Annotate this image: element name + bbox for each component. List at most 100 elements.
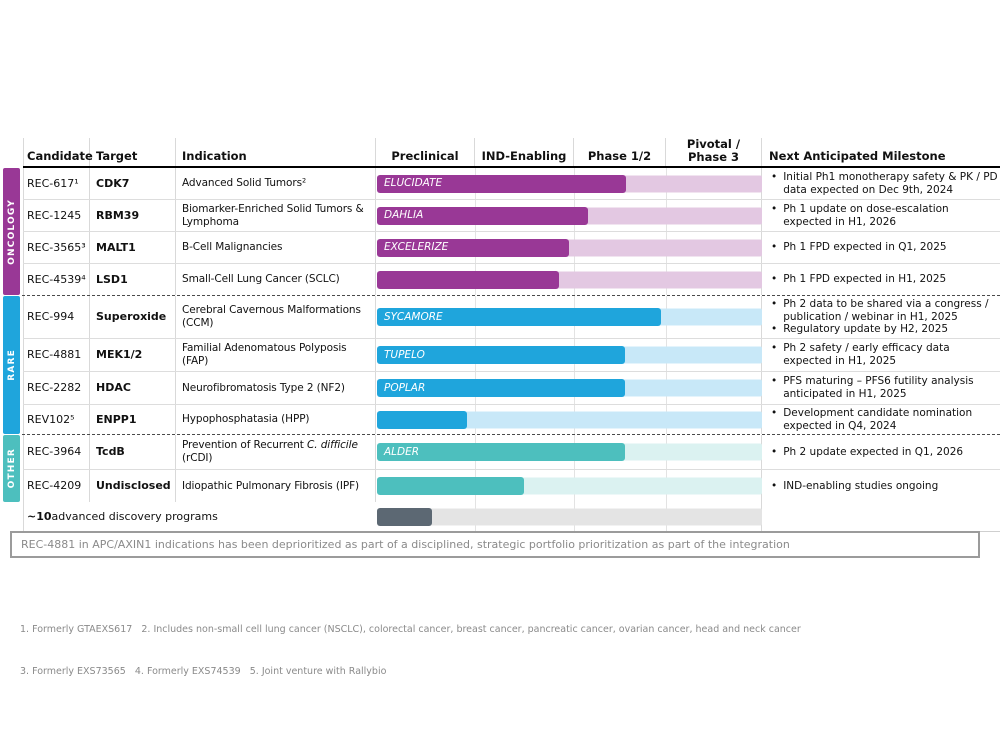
target-cell: Superoxide bbox=[90, 296, 176, 338]
target-cell: TcdB bbox=[90, 435, 176, 469]
note-box: REC-4881 in APC/AXIN1 indications has be… bbox=[10, 531, 980, 558]
footnote-line: 1. Formerly GTAEXS617 2. Includes non-sm… bbox=[20, 623, 801, 635]
candidate-cell: REC-617¹ bbox=[23, 168, 90, 199]
indication-cell: Hypophosphatasia (HPP) bbox=[176, 405, 376, 434]
section-divider-dashed bbox=[22, 434, 1000, 435]
target-cell: ENPP1 bbox=[90, 405, 176, 434]
column-header-milestone: Next Anticipated Milestone bbox=[769, 149, 946, 163]
target-cell: MALT1 bbox=[90, 232, 176, 263]
section-other: OTHER REC-3964 TcdB Prevention of Recurr… bbox=[3, 435, 1000, 502]
pipeline-table: Candidate Target Indication Preclinical … bbox=[3, 138, 1000, 532]
section-oncology: ONCOLOGY REC-617¹ CDK7 Advanced Solid Tu… bbox=[3, 168, 1000, 295]
milestone-item: Regulatory update by H2, 2025 bbox=[769, 323, 998, 336]
target-cell: MEK1/2 bbox=[90, 339, 176, 371]
program-bar: ALDER bbox=[377, 443, 625, 461]
target-cell: Undisclosed bbox=[90, 470, 176, 502]
section-tab-oncology: ONCOLOGY bbox=[3, 168, 20, 295]
stage-track bbox=[377, 411, 762, 428]
milestone-item: Development candidate nomination expecte… bbox=[769, 407, 998, 432]
section-rows-other: REC-3964 TcdB Prevention of Recurrent C.… bbox=[23, 435, 1000, 502]
candidate-cell: REC-4539⁴ bbox=[23, 264, 90, 295]
program-bar bbox=[377, 507, 432, 526]
candidate-cell: REC-2282 bbox=[23, 372, 90, 404]
candidate-cell: REC-4209 bbox=[23, 470, 90, 502]
program-bar: SYCAMORE bbox=[377, 308, 661, 326]
table-row: REC-4539⁴ LSD1 Small-Cell Lung Cancer (S… bbox=[23, 264, 1000, 295]
section-rare: RARE REC-994 Superoxide Cerebral Caverno… bbox=[3, 296, 1000, 434]
milestone-item: Ph 1 FPD expected in Q1, 2025 bbox=[769, 241, 998, 254]
indication-cell: Advanced Solid Tumors² bbox=[176, 168, 376, 199]
discovery-row: ~10 advanced discovery programs bbox=[23, 502, 1000, 532]
section-rows-oncology: REC-617¹ CDK7 Advanced Solid Tumors² ELU… bbox=[23, 168, 1000, 295]
stage-cell: TUPELO bbox=[376, 339, 762, 371]
stage-cell bbox=[376, 470, 762, 502]
program-bar bbox=[377, 270, 559, 289]
target-cell: RBM39 bbox=[90, 200, 176, 231]
stage-cell: POPLAR bbox=[376, 372, 762, 404]
program-bar bbox=[377, 477, 524, 495]
milestone-cell: IND-enabling studies ongoing bbox=[762, 470, 1000, 502]
milestone-cell: Ph 1 update on dose-escalation expected … bbox=[762, 200, 1000, 231]
section-tab-rare: RARE bbox=[3, 296, 20, 434]
milestone-cell: Initial Ph1 monotherapy safety & PK / PD… bbox=[762, 168, 1000, 199]
milestone-cell: Ph 1 FPD expected in Q1, 2025 bbox=[762, 232, 1000, 263]
table-row: REC-2282 HDAC Neurofibromatosis Type 2 (… bbox=[23, 372, 1000, 405]
indication-cell: Familial Adenomatous Polyposis (FAP) bbox=[176, 339, 376, 371]
table-header: Candidate Target Indication Preclinical … bbox=[3, 138, 1000, 166]
candidate-cell: REC-994 bbox=[23, 296, 90, 338]
stage-cell: DAHLIA bbox=[376, 200, 762, 231]
stage-cell: ALDER bbox=[376, 435, 762, 469]
footnote-line: 3. Formerly EXS73565 4. Formerly EXS7453… bbox=[20, 666, 387, 678]
program-bar: DAHLIA bbox=[377, 206, 588, 225]
milestone-item: Ph 2 safety / early efficacy data expect… bbox=[769, 342, 998, 367]
stage-track bbox=[377, 508, 762, 525]
milestone-item: PFS maturing – PFS6 futility analysis an… bbox=[769, 375, 998, 400]
stage-cell: ELUCIDATE bbox=[376, 168, 762, 199]
candidate-cell: REV102⁵ bbox=[23, 405, 90, 434]
stage-cell bbox=[376, 502, 762, 531]
milestone-cell: Ph 1 FPD expected in H1, 2025 bbox=[762, 264, 1000, 295]
header-underline bbox=[23, 166, 1000, 168]
milestone-cell: Ph 2 safety / early efficacy data expect… bbox=[762, 339, 1000, 371]
milestone-cell: PFS maturing – PFS6 futility analysis an… bbox=[762, 372, 1000, 404]
indication-cell: Cerebral Cavernous Malformations (CCM) bbox=[176, 296, 376, 338]
table-row: REC-4881 MEK1/2 Familial Adenomatous Pol… bbox=[23, 339, 1000, 372]
indication-cell: Idiopathic Pulmonary Fibrosis (IPF) bbox=[176, 470, 376, 502]
milestone-cell: Development candidate nomination expecte… bbox=[762, 405, 1000, 434]
candidate-cell: REC-4881 bbox=[23, 339, 90, 371]
stage-cell: EXCELERIZE bbox=[376, 232, 762, 263]
indication-italic: C. difficile bbox=[307, 439, 358, 452]
stage-cell bbox=[376, 405, 762, 434]
column-header-preclinical: Preclinical bbox=[376, 138, 475, 166]
indication-cell: Biomarker-Enriched Solid Tumors & Lympho… bbox=[176, 200, 376, 231]
candidate-cell: REC-1245 bbox=[23, 200, 90, 231]
milestone-cell bbox=[762, 502, 1000, 531]
section-divider-dashed bbox=[22, 295, 1000, 296]
discovery-label: ~10 advanced discovery programs bbox=[23, 502, 376, 531]
table-row: REC-3565³ MALT1 B-Cell Malignancies EXCE… bbox=[23, 232, 1000, 264]
table-row: REC-4209 Undisclosed Idiopathic Pulmonar… bbox=[23, 470, 1000, 502]
program-bar: EXCELERIZE bbox=[377, 238, 569, 257]
milestone-item: Ph 2 update expected in Q1, 2026 bbox=[769, 446, 998, 459]
milestone-cell: Ph 2 update expected in Q1, 2026 bbox=[762, 435, 1000, 469]
footnotes: 1. Formerly GTAEXS617 2. Includes non-sm… bbox=[20, 594, 801, 708]
column-header-ind-enabling: IND-Enabling bbox=[475, 138, 574, 166]
column-header-phase12: Phase 1/2 bbox=[574, 138, 666, 166]
milestone-item: Ph 1 FPD expected in H1, 2025 bbox=[769, 273, 998, 286]
stage-cell bbox=[376, 264, 762, 295]
candidate-cell: REC-3565³ bbox=[23, 232, 90, 263]
table-row: REV102⁵ ENPP1 Hypophosphatasia (HPP) Dev… bbox=[23, 405, 1000, 434]
program-bar bbox=[377, 410, 467, 429]
candidate-cell: REC-3964 bbox=[23, 435, 90, 469]
milestone-item: Ph 1 update on dose-escalation expected … bbox=[769, 203, 998, 228]
target-cell: CDK7 bbox=[90, 168, 176, 199]
indication-cell: B-Cell Malignancies bbox=[176, 232, 376, 263]
indication-cell: Neurofibromatosis Type 2 (NF2) bbox=[176, 372, 376, 404]
indication-cell: Small-Cell Lung Cancer (SCLC) bbox=[176, 264, 376, 295]
program-bar: TUPELO bbox=[377, 346, 625, 364]
milestone-item: Ph 2 data to be shared via a congress / … bbox=[769, 298, 998, 323]
stage-cell: SYCAMORE bbox=[376, 296, 762, 338]
target-cell: LSD1 bbox=[90, 264, 176, 295]
table-row: REC-1245 RBM39 Biomarker-Enriched Solid … bbox=[23, 200, 1000, 232]
